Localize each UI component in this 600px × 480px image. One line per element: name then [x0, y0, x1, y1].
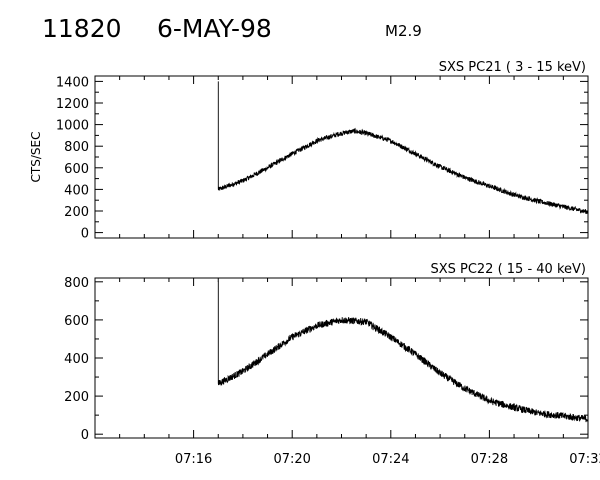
y-tick-label: 200 [64, 390, 89, 405]
panel-title-2: SXS PC22 ( 15 - 40 keV) [430, 262, 586, 277]
series-line-2-1 [217, 281, 589, 423]
panel-title-1: SXS PC21 ( 3 - 15 keV) [439, 60, 586, 75]
y-tick-label: 1200 [56, 97, 89, 112]
x-tick-label: 07:32 [569, 452, 600, 467]
x-tick-label: 07:16 [175, 452, 212, 467]
flare-date: 6-MAY-98 [157, 14, 272, 43]
y-tick-label: 400 [64, 352, 89, 367]
goes-class: M2.9 [385, 22, 422, 40]
y-tick-label: 0 [81, 227, 89, 242]
flare-id: 11820 [42, 14, 122, 43]
plot-frame-1 [94, 75, 589, 239]
y-axis-label: CTS/SEC [29, 132, 43, 183]
y-tick-label: 1000 [56, 119, 89, 134]
x-tick-label: 07:24 [372, 452, 409, 467]
y-tick-label: 1400 [56, 75, 89, 90]
x-tick-label: 07:20 [273, 452, 310, 467]
plot-frame-2 [94, 277, 589, 439]
y-tick-label: 0 [81, 428, 89, 443]
y-tick-label: 800 [64, 276, 89, 291]
y-tick-label: 200 [64, 205, 89, 220]
y-tick-label: 600 [64, 162, 89, 177]
y-tick-label: 800 [64, 140, 89, 155]
x-tick-label: 07:28 [471, 452, 508, 467]
y-tick-label: 600 [64, 314, 89, 329]
y-tick-label: 400 [64, 183, 89, 198]
series-line-1-1 [217, 81, 589, 214]
